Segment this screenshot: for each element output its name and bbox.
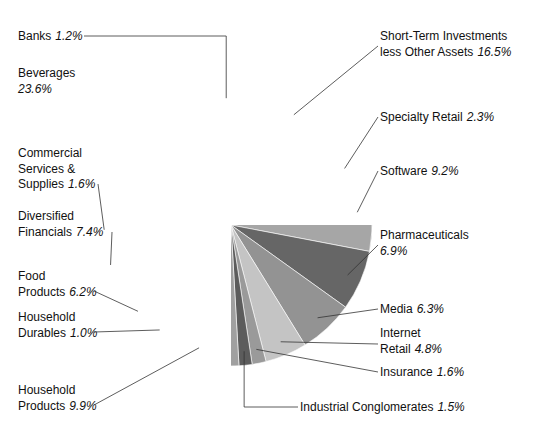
category-label: Commercial bbox=[18, 146, 82, 160]
leader-line bbox=[84, 36, 226, 98]
value-label: 6.2% bbox=[69, 285, 97, 299]
slice-label: Short-Term Investments less Other Assets 1… bbox=[380, 29, 512, 59]
category-label: Pharmaceuticals bbox=[380, 228, 469, 242]
category-label: Financials bbox=[18, 225, 72, 239]
category-label: Industrial Conglomerates bbox=[300, 400, 433, 414]
category-label: Durables bbox=[18, 326, 66, 340]
slice-label: Insurance 1.6% bbox=[380, 365, 464, 379]
value-label: 1.2% bbox=[55, 29, 83, 43]
category-label: Media bbox=[380, 302, 413, 316]
value-label: 23.6% bbox=[17, 82, 52, 96]
labels: Short-Term Investments less Other Assets 1… bbox=[17, 29, 512, 414]
leader-line bbox=[357, 171, 378, 212]
value-label: 9.2% bbox=[431, 164, 459, 178]
category-label: Products bbox=[18, 285, 65, 299]
category-label: Specialty Retail bbox=[380, 110, 463, 124]
category-label: Banks bbox=[18, 29, 51, 43]
chart: Short-Term Investments less Other Assets 1… bbox=[0, 0, 536, 444]
category-label: Services & bbox=[18, 162, 75, 176]
slice-label: Household Products 9.9% bbox=[18, 383, 97, 413]
value-label: 2.3% bbox=[466, 110, 495, 124]
leader-line bbox=[94, 291, 138, 311]
leader-line bbox=[318, 309, 378, 318]
slice-label: Food Products 6.2% bbox=[18, 269, 97, 299]
leader-line bbox=[348, 245, 378, 275]
slice-label: Diversified Financials 7.4% bbox=[18, 209, 104, 239]
category-label: Household bbox=[18, 383, 75, 397]
value-label: 9.9% bbox=[69, 399, 97, 413]
category-label: less Other Assets bbox=[380, 45, 473, 59]
pie bbox=[231, 225, 372, 366]
value-label: 1.5% bbox=[437, 400, 465, 414]
value-label: 1.6% bbox=[437, 365, 465, 379]
leader-line bbox=[244, 351, 298, 407]
category-label: Short-Term Investments bbox=[380, 29, 507, 43]
slice-label: Specialty Retail2.3% bbox=[380, 110, 494, 124]
slice-label: Commercial Services &Supplies 1.6% bbox=[18, 146, 96, 191]
category-label: Insurance bbox=[380, 365, 433, 379]
leader-line bbox=[98, 184, 104, 230]
category-label: Internet bbox=[380, 326, 421, 340]
value-label: 1.6% bbox=[68, 177, 96, 191]
value-label: 16.5% bbox=[477, 45, 511, 59]
slice-label: Software9.2% bbox=[380, 164, 459, 178]
leader-line bbox=[256, 349, 378, 372]
slice-label: Internet Retail 4.8% bbox=[380, 326, 442, 356]
slice-label: Pharmaceuticals 6.9% bbox=[380, 228, 469, 258]
value-label: 6.9% bbox=[380, 244, 408, 258]
slice-label: Beverages 23.6% bbox=[17, 66, 75, 96]
slice-label: Banks 1.2% bbox=[18, 29, 83, 43]
leader-line bbox=[94, 348, 199, 405]
category-label: Products bbox=[18, 399, 65, 413]
category-label: Beverages bbox=[18, 66, 75, 80]
leader-line bbox=[111, 232, 112, 265]
slice-label: Industrial Conglomerates 1.5% bbox=[300, 400, 465, 414]
pie-slice bbox=[231, 225, 239, 366]
leader-lines bbox=[84, 36, 378, 407]
category-label: Software bbox=[380, 164, 428, 178]
leader-line bbox=[94, 330, 160, 332]
slice-label: Household Durables 1.0% bbox=[18, 310, 98, 340]
leader-line bbox=[281, 342, 378, 344]
leader-line bbox=[345, 117, 378, 168]
leader-line bbox=[294, 46, 378, 115]
value-label: 6.3% bbox=[417, 302, 445, 316]
category-label: Diversified bbox=[18, 209, 74, 223]
value-label: 7.4% bbox=[76, 225, 104, 239]
category-label: Household bbox=[18, 310, 75, 324]
category-label: Food bbox=[18, 269, 45, 283]
slice-label: Media 6.3% bbox=[380, 302, 444, 316]
value-label: 4.8% bbox=[415, 342, 443, 356]
category-label: Supplies bbox=[18, 177, 64, 191]
category-label: Retail bbox=[380, 342, 411, 356]
value-label: 1.0% bbox=[70, 326, 98, 340]
